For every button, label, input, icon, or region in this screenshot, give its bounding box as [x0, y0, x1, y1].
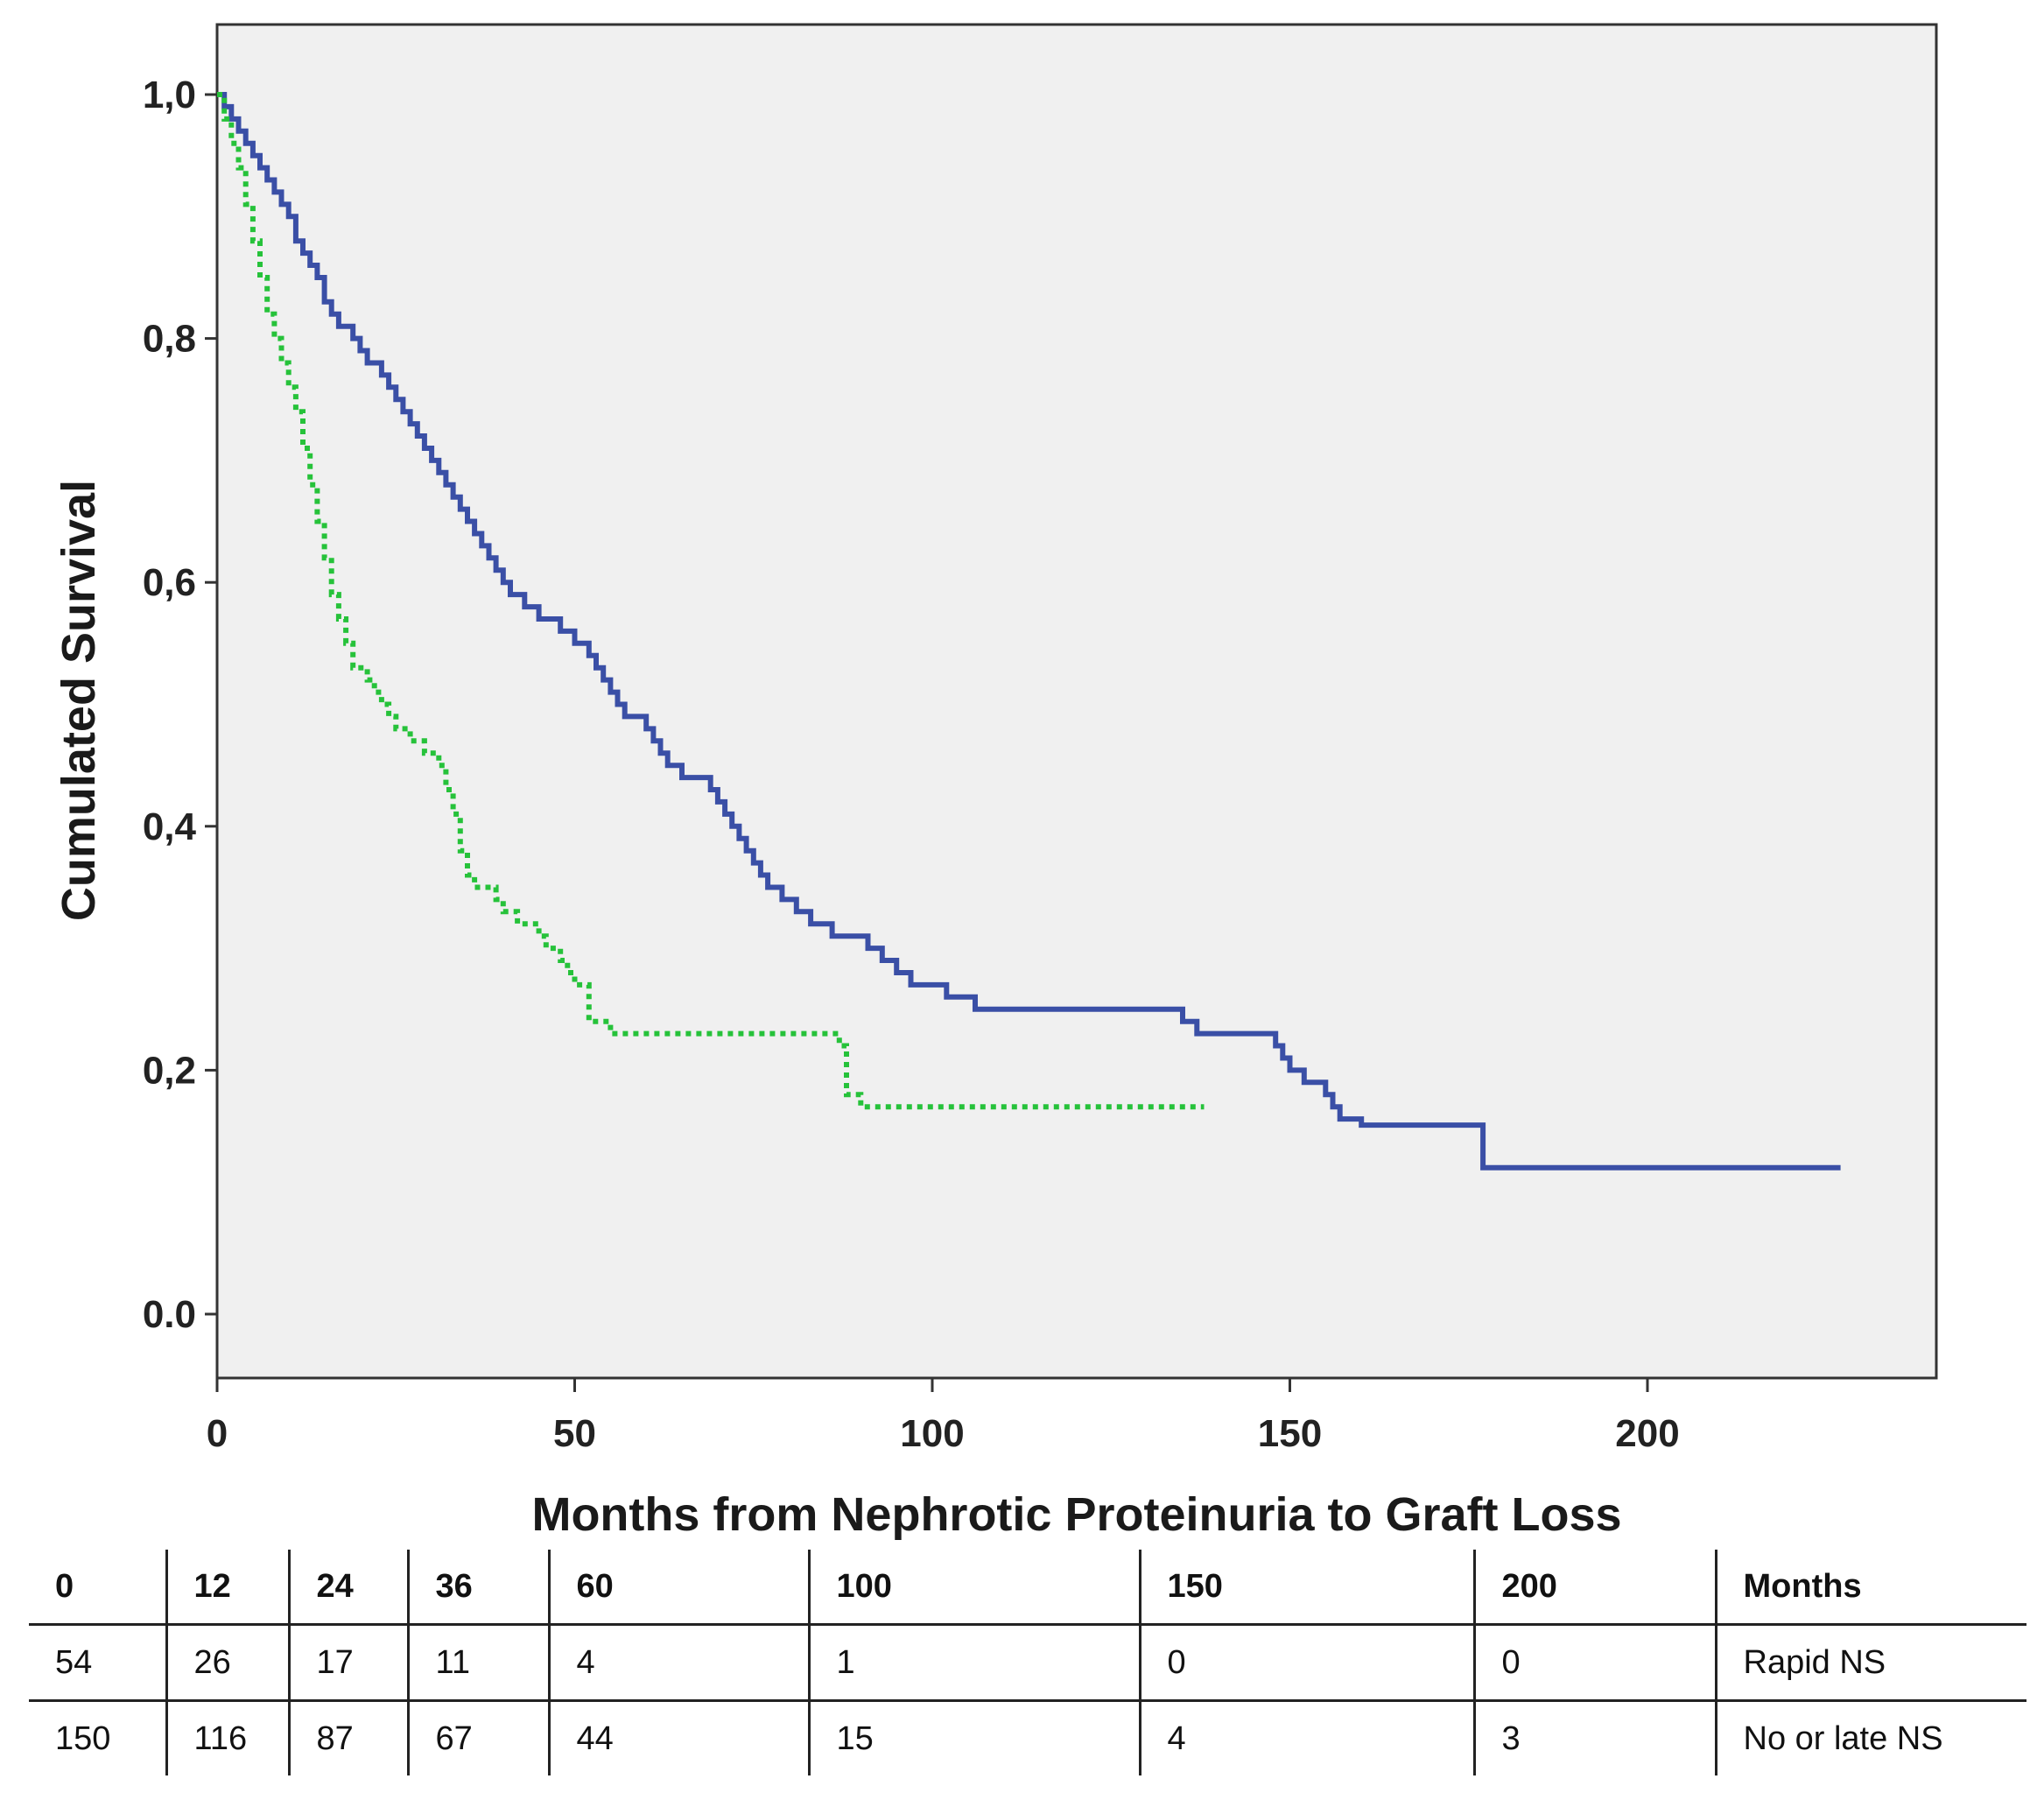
y-tick-label: 0,4: [143, 805, 197, 848]
table-cell: 3: [1472, 1700, 1716, 1775]
header-cell: 0: [29, 1550, 166, 1626]
header-cell: 24: [287, 1550, 408, 1626]
x-tick-label: 100: [900, 1412, 964, 1455]
risk-table: 0 12 24 36 60 100 150 200 Months 54 26 1…: [29, 1550, 2026, 1775]
table-cell: 150: [55, 1719, 111, 1757]
table-cell: 17: [287, 1624, 408, 1702]
y-axis-title: Cumulated Survival: [53, 480, 105, 921]
header-cell: 100: [807, 1550, 1140, 1626]
y-tick-label: 1,0: [143, 74, 196, 116]
risk-table-row-rapid-ns: 54 26 17 11 4 1 0 0 Rapid NS: [29, 1624, 2026, 1702]
table-cell: 26: [165, 1624, 289, 1702]
header-cell: 150: [1138, 1550, 1474, 1626]
y-tick-label: 0,2: [143, 1049, 196, 1092]
table-cell: 44: [547, 1700, 809, 1775]
header-cell: 36: [406, 1550, 549, 1626]
table-cell: 0: [1138, 1624, 1474, 1702]
table-cell: Rapid NS: [1714, 1624, 2026, 1702]
table-cell: 87: [287, 1700, 408, 1775]
y-tick-label: 0,8: [143, 318, 196, 361]
table-cell: 67: [406, 1700, 549, 1775]
x-tick-label: 0: [207, 1412, 228, 1455]
table-cell: 116: [165, 1700, 289, 1775]
series-line-no-or-late-ns: [217, 92, 1841, 1171]
table-cell: 4: [547, 1624, 809, 1702]
header-cell: 12: [165, 1550, 289, 1626]
table-cell: 54: [29, 1624, 166, 1702]
table-cell: 11: [406, 1624, 549, 1702]
table-cell: 4: [1138, 1700, 1474, 1775]
series-layer: [217, 92, 1841, 1171]
survival-chart: 0.0 0,2 0,4 0,6 0,8 1,0 0 50 100 150 200 Months f…: [53, 23, 1938, 1541]
header-cell: Months: [1714, 1550, 2026, 1626]
table-cell: 1: [807, 1624, 1140, 1702]
x-axis-ticks: 0 50 100 150 200: [207, 1378, 1680, 1455]
y-tick-label: 0,6: [143, 561, 196, 604]
x-tick-label: 150: [1258, 1412, 1322, 1455]
table-cell: 15: [807, 1700, 1140, 1775]
series-line-rapid-ns: [217, 92, 1205, 1110]
header-cell: 200: [1472, 1550, 1716, 1626]
x-axis-title: Months from Nephrotic Proteinuria to Gra…: [531, 1488, 1621, 1541]
y-axis-ticks: 0.0 0,2 0,4 0,6 0,8 1,0: [143, 74, 217, 1336]
x-tick-label: 200: [1615, 1412, 1679, 1455]
plot-area: [215, 23, 1938, 1380]
table-cell: 0: [1472, 1624, 1716, 1702]
header-cell: 60: [547, 1550, 809, 1626]
y-tick-label: 0.0: [143, 1293, 196, 1336]
table-cell: No or late NS: [1714, 1700, 2026, 1775]
risk-table-row-no-or-late-ns: 150 116 87 67 44 15 4 3 No or late NS: [29, 1700, 2026, 1775]
risk-table-header: 0 12 24 36 60 100 150 200 Months: [29, 1550, 2026, 1626]
x-tick-label: 50: [553, 1412, 596, 1455]
